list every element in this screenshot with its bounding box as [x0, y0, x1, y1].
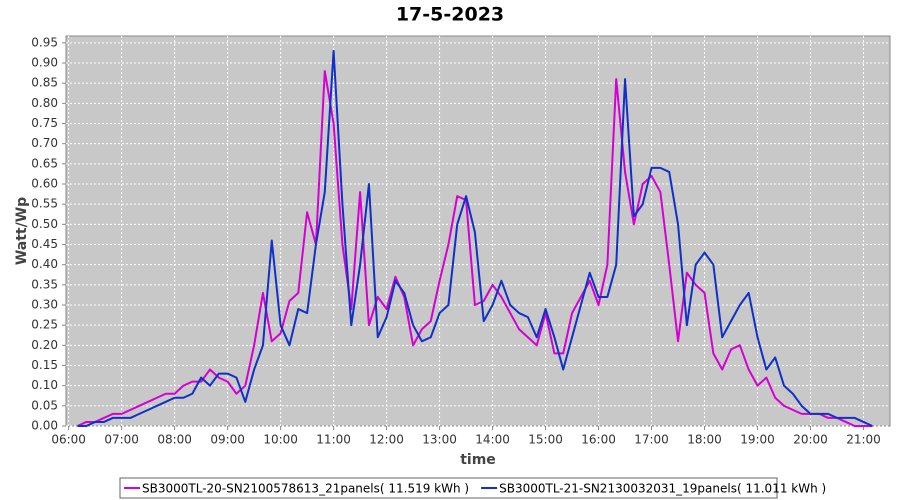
series-line — [77, 70, 873, 427]
y-tick-label: 0.15 — [31, 358, 58, 372]
x-tick-label: 20:00 — [793, 433, 828, 447]
x-tick-label: 16:00 — [581, 433, 616, 447]
y-tick-label: 0.00 — [31, 419, 58, 433]
x-tick-label: 18:00 — [687, 433, 722, 447]
legend — [119, 477, 778, 499]
x-tick-label: 12:00 — [369, 433, 404, 447]
plot-area — [65, 35, 891, 427]
y-tick-label: 0.25 — [31, 318, 58, 332]
y-tick-label: 0.85 — [31, 76, 58, 90]
x-tick-label: 21:00 — [846, 433, 881, 447]
y-tick-label: 0.50 — [31, 217, 58, 231]
x-tick-label: 11:00 — [316, 433, 351, 447]
y-tick-label: 0.70 — [31, 136, 58, 150]
y-tick-label: 0.05 — [31, 398, 58, 412]
y-tick-label: 0.60 — [31, 177, 58, 191]
y-tick-label: 0.80 — [31, 96, 58, 110]
y-tick-label: 0.30 — [31, 298, 58, 312]
y-tick-label: 0.90 — [31, 56, 58, 70]
x-tick-label: 13:00 — [422, 433, 457, 447]
series-line — [77, 49, 873, 427]
x-tick-label: 19:00 — [740, 433, 775, 447]
legend-label: SB3000TL-21-SN2130032031_19panels( 11.01… — [499, 482, 826, 496]
y-tick-label: 0.75 — [31, 116, 58, 130]
x-tick-label: 15:00 — [528, 433, 563, 447]
y-tick-label: 0.10 — [31, 378, 58, 392]
y-tick-label: 0.35 — [31, 277, 58, 291]
x-tick-label: 07:00 — [104, 433, 139, 447]
x-tick-label: 10:00 — [263, 433, 298, 447]
y-tick-label: 0.65 — [31, 156, 58, 170]
x-tick-label: 09:00 — [210, 433, 245, 447]
x-tick-label: 06:00 — [51, 433, 86, 447]
y-axis-label: Watt/Wp — [14, 197, 30, 265]
x-tick-label: 17:00 — [634, 433, 669, 447]
x-tick-label: 14:00 — [475, 433, 510, 447]
x-axis-label: time — [460, 452, 496, 468]
y-tick-label: 0.45 — [31, 237, 58, 251]
y-tick-label: 0.95 — [31, 35, 58, 49]
chart-title: 17-5-2023 — [396, 4, 504, 26]
y-tick-label: 0.55 — [31, 197, 58, 211]
x-tick-label: 08:00 — [157, 433, 192, 447]
y-tick-label: 0.40 — [31, 257, 58, 271]
legend-label: SB3000TL-20-SN2100578613_21panels( 11.51… — [142, 482, 469, 496]
y-tick-label: 0.20 — [31, 338, 58, 352]
